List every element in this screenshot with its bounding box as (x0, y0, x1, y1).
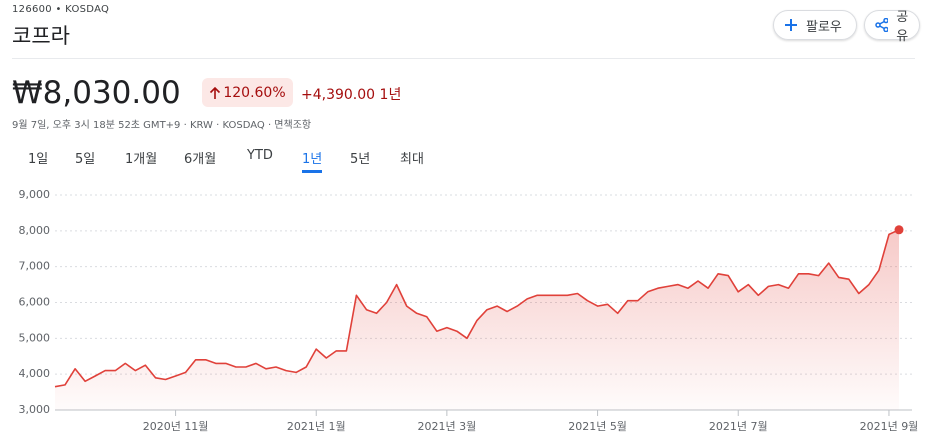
area (55, 229, 899, 410)
follow-button[interactable]: 팔로우 (773, 10, 857, 40)
share-label: 공유 (896, 10, 909, 44)
x-tick-label: 2021년 1월 (287, 420, 346, 433)
x-tick-label: 2021년 9월 (860, 420, 919, 433)
y-tick-label: 7,000 (19, 260, 51, 273)
range-tab[interactable]: YTD (247, 148, 273, 163)
x-tick-label: 2021년 3월 (417, 420, 476, 433)
up-arrow (210, 86, 221, 99)
range-tab[interactable]: 5년 (350, 152, 371, 167)
price: ₩8,030.00 (12, 75, 181, 111)
y-tick-label: 8,000 (19, 224, 51, 237)
company-name: 코프라 (12, 24, 70, 48)
range-tab[interactable]: 1개월 (125, 152, 158, 167)
range-tab[interactable]: 6개월 (184, 152, 217, 167)
y-tick-label: 9,000 (19, 188, 51, 201)
x-tick-label: 2021년 7월 (709, 420, 768, 433)
timestamp: 9월 7일, 오후 3시 18분 52초 GMT+9 · KRW · KOSDA… (12, 120, 312, 131)
ticker: 126600 • KOSDAQ (12, 4, 110, 15)
range-tab[interactable]: 1일 (28, 152, 49, 167)
change-line: +4,390.00 1년 (301, 84, 401, 104)
y-tick-label: 5,000 (19, 331, 51, 344)
share-button[interactable]: 공유 (864, 10, 920, 44)
last-point (894, 225, 904, 235)
change-period: 1년 (379, 87, 402, 103)
x-tick-label: 2020년 11월 (143, 420, 209, 433)
price-line (54, 229, 900, 388)
y-tick-label: 4,000 (19, 367, 51, 380)
range-tab[interactable]: 5일 (75, 152, 96, 167)
range-tab[interactable]: 최대 (400, 152, 424, 167)
change-badge: 120.60% (202, 78, 293, 107)
y-tick-label: 6,000 (19, 296, 51, 309)
change-value: +4,390.00 (301, 87, 376, 103)
change-percent: 120.60% (223, 84, 286, 101)
range-tab[interactable]: 1년 (302, 148, 323, 173)
follow-label: 팔로우 (806, 19, 842, 35)
y-tick-label: 3,000 (19, 403, 51, 416)
x-tick-label: 2021년 5월 (568, 420, 627, 433)
share-icon (875, 18, 889, 32)
divider (12, 58, 915, 59)
plus-icon (785, 19, 797, 31)
